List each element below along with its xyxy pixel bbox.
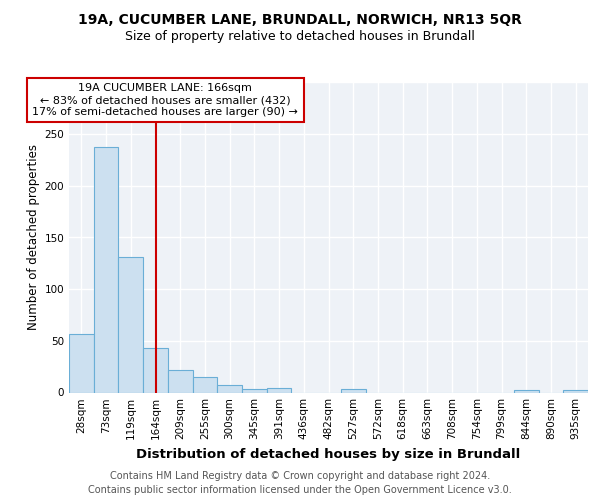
Bar: [514, 390, 539, 392]
Bar: [267, 388, 292, 392]
Bar: [143, 348, 168, 393]
Bar: [217, 386, 242, 392]
Bar: [69, 334, 94, 392]
Text: Size of property relative to detached houses in Brundall: Size of property relative to detached ho…: [125, 30, 475, 43]
Bar: [94, 146, 118, 392]
Bar: [193, 377, 217, 392]
Bar: [341, 390, 365, 392]
Text: 19A, CUCUMBER LANE, BRUNDALL, NORWICH, NR13 5QR: 19A, CUCUMBER LANE, BRUNDALL, NORWICH, N…: [78, 12, 522, 26]
Bar: [242, 390, 267, 392]
Text: Contains HM Land Registry data © Crown copyright and database right 2024.: Contains HM Land Registry data © Crown c…: [110, 471, 490, 481]
X-axis label: Distribution of detached houses by size in Brundall: Distribution of detached houses by size …: [136, 448, 521, 461]
Text: Contains public sector information licensed under the Open Government Licence v3: Contains public sector information licen…: [88, 485, 512, 495]
Bar: [168, 370, 193, 392]
Y-axis label: Number of detached properties: Number of detached properties: [27, 144, 40, 330]
Bar: [563, 390, 588, 392]
Text: 19A CUCUMBER LANE: 166sqm
← 83% of detached houses are smaller (432)
17% of semi: 19A CUCUMBER LANE: 166sqm ← 83% of detac…: [32, 84, 298, 116]
Bar: [118, 257, 143, 392]
